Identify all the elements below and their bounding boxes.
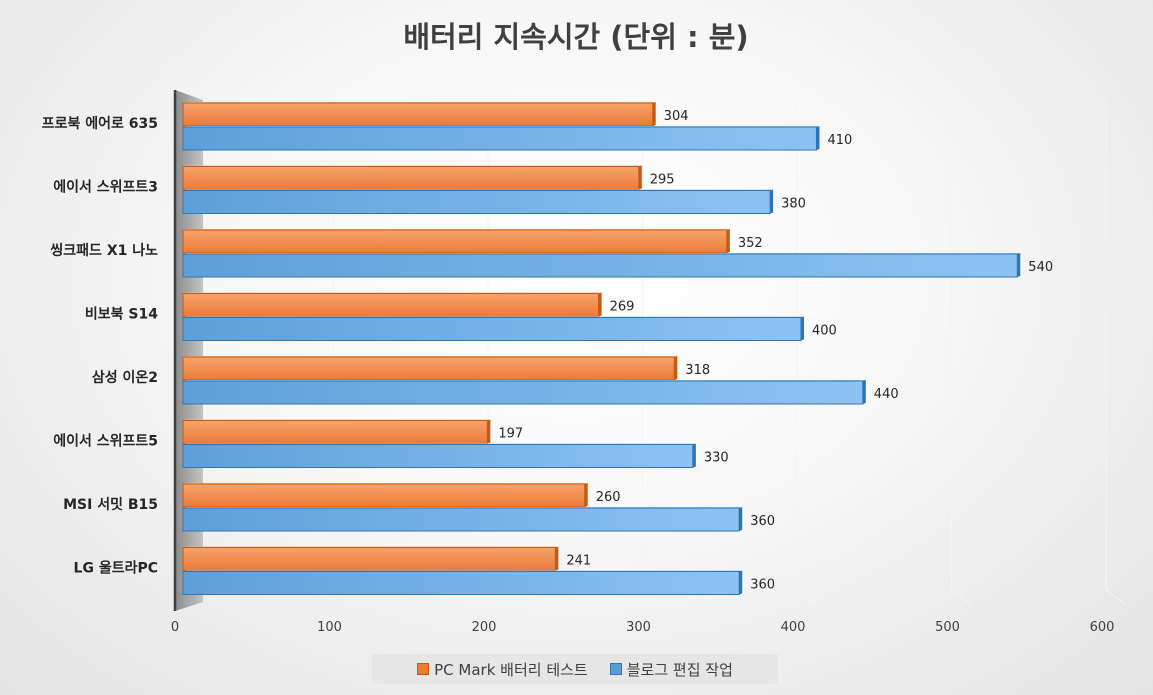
x-tick-label: 400 <box>781 620 806 635</box>
category-label: 비보북 S14 <box>85 307 158 323</box>
data-label: 260 <box>596 490 621 505</box>
bar-end-face <box>584 483 588 507</box>
legend: PC Mark 배터리 테스트 블로그 편집 작업 <box>372 654 778 684</box>
data-label: 360 <box>750 514 775 529</box>
bar-blog <box>182 317 802 341</box>
category-label: 삼성 이온2 <box>92 369 158 386</box>
gridline-foot <box>796 589 818 606</box>
bar-end-face <box>487 419 491 444</box>
data-label: 440 <box>874 387 899 402</box>
category-label: 에이서 스위프트3 <box>53 179 158 196</box>
data-label: 360 <box>750 578 775 593</box>
bar-end-face <box>1017 253 1021 277</box>
gridline-foot <box>1105 589 1127 606</box>
bar-pcmark <box>182 547 556 571</box>
bar-pcmark <box>182 229 728 254</box>
bar-pcmark <box>182 166 640 190</box>
bar-end-face <box>638 165 642 190</box>
data-label: 330 <box>704 451 729 466</box>
legend-label-pcmark: PC Mark 배터리 테스트 <box>434 660 588 679</box>
category-label: 에이서 스위프트5 <box>53 433 158 450</box>
bar-blog <box>182 253 1018 278</box>
bar-blog <box>182 126 817 151</box>
x-tick-label: 300 <box>626 620 651 635</box>
bar-end-face <box>739 570 743 595</box>
data-label: 410 <box>827 133 852 148</box>
axis-wall <box>173 90 203 611</box>
left-wall <box>175 90 203 611</box>
bar-end-face <box>739 507 743 531</box>
category-label: MSI 서밋 B15 <box>63 496 158 513</box>
bar-blog <box>182 380 864 405</box>
category-label: LG 울트라PC <box>74 560 158 577</box>
data-label: 269 <box>610 300 635 315</box>
gridline-foot <box>951 589 972 606</box>
bar-blog <box>182 444 694 468</box>
bar-pcmark <box>182 356 675 381</box>
x-tick-label: 200 <box>472 620 497 635</box>
x-tick-label: 600 <box>1090 620 1115 635</box>
data-label: 352 <box>738 236 763 251</box>
bar-end-face <box>816 126 820 150</box>
data-label: 295 <box>650 173 675 188</box>
legend-swatch-orange <box>417 663 430 675</box>
bar-blog <box>182 507 740 532</box>
bar-end-face <box>862 380 866 404</box>
bar-pcmark <box>182 420 488 444</box>
bar-pcmark <box>182 102 654 127</box>
bar-end-face <box>598 292 602 317</box>
category-label: 프로북 에어로 635 <box>42 115 158 132</box>
legend-item-pcmark: PC Mark 배터리 테스트 <box>417 659 588 680</box>
category-label: 씽크패드 X1 나노 <box>50 243 158 259</box>
bar-pcmark <box>182 483 586 508</box>
x-tick-label: 500 <box>935 620 960 635</box>
bar-pcmark <box>182 293 600 317</box>
bars: 304 410 295 380 352 540 269 400 318 440 197 330 260 3… <box>182 102 1053 595</box>
legend-item-blog: 블로그 편집 작업 <box>609 659 733 680</box>
bar-end-face <box>555 546 559 571</box>
x-tick-label: 0 <box>171 620 179 635</box>
data-label: 400 <box>812 324 837 339</box>
data-label: 304 <box>664 109 689 124</box>
bar-end-face <box>692 443 696 468</box>
chart-title: 배터리 지속시간 (단위 : 분) <box>403 20 748 54</box>
data-label: 540 <box>1028 260 1053 275</box>
bar-end-face <box>801 316 804 341</box>
bar-end-face <box>674 356 678 380</box>
x-tick-labels: 0 100 200 300 400 500 600 <box>171 620 1115 635</box>
bar-end-face <box>726 229 730 253</box>
data-label: 380 <box>781 197 806 212</box>
data-label: 197 <box>498 427 523 442</box>
bar-end-face <box>770 189 774 214</box>
legend-swatch-blue <box>609 663 622 675</box>
data-label: 318 <box>685 363 710 378</box>
legend-label-blog: 블로그 편집 작업 <box>626 660 733 679</box>
bar-end-face <box>652 102 656 126</box>
bar-blog <box>182 190 771 214</box>
x-tick-label: 100 <box>317 620 342 635</box>
bar-blog <box>182 571 740 595</box>
data-label: 241 <box>566 554 591 569</box>
